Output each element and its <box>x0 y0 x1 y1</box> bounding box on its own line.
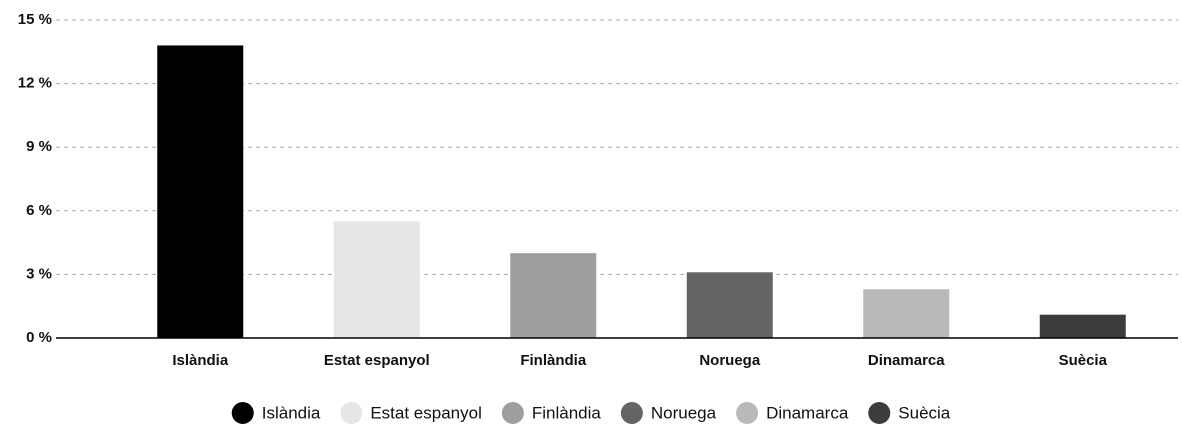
x-tick-label: Suècia <box>1059 352 1108 369</box>
x-tick-label: Dinamarca <box>868 352 945 369</box>
legend-swatch <box>231 402 254 424</box>
legend-label: Suècia <box>898 403 951 422</box>
legend-swatch <box>868 402 891 424</box>
bar <box>510 253 597 338</box>
legend: Islàndia Estat espanyol Finlàndia Noruega Di… <box>231 402 951 424</box>
legend-swatch <box>620 402 643 424</box>
legend-swatch <box>501 402 524 424</box>
x-tick-label: Estat espanyol <box>324 352 430 369</box>
x-tick-label: Islàndia <box>172 352 229 369</box>
bar <box>686 272 773 338</box>
y-tick-label: 3 % <box>26 265 52 282</box>
legend-label: Islàndia <box>262 403 321 422</box>
x-tick-label: Noruega <box>699 352 761 369</box>
bar <box>1039 314 1126 338</box>
bar <box>863 289 950 338</box>
bar <box>157 45 244 338</box>
legend-swatch <box>736 402 759 424</box>
x-tick-label: Finlàndia <box>520 352 586 369</box>
legend-label: Finlàndia <box>532 403 602 422</box>
legend-label: Noruega <box>651 403 717 422</box>
y-tick-label: 9 % <box>26 138 52 155</box>
bar <box>333 221 420 338</box>
legend-swatch <box>340 402 363 424</box>
legend-label: Dinamarca <box>766 403 849 422</box>
y-tick-label: 12 % <box>18 75 52 92</box>
legend-label: Estat espanyol <box>370 403 482 422</box>
y-tick-label: 0 % <box>26 329 52 346</box>
y-tick-label: 6 % <box>26 202 52 219</box>
y-tick-label: 15 % <box>18 11 52 28</box>
